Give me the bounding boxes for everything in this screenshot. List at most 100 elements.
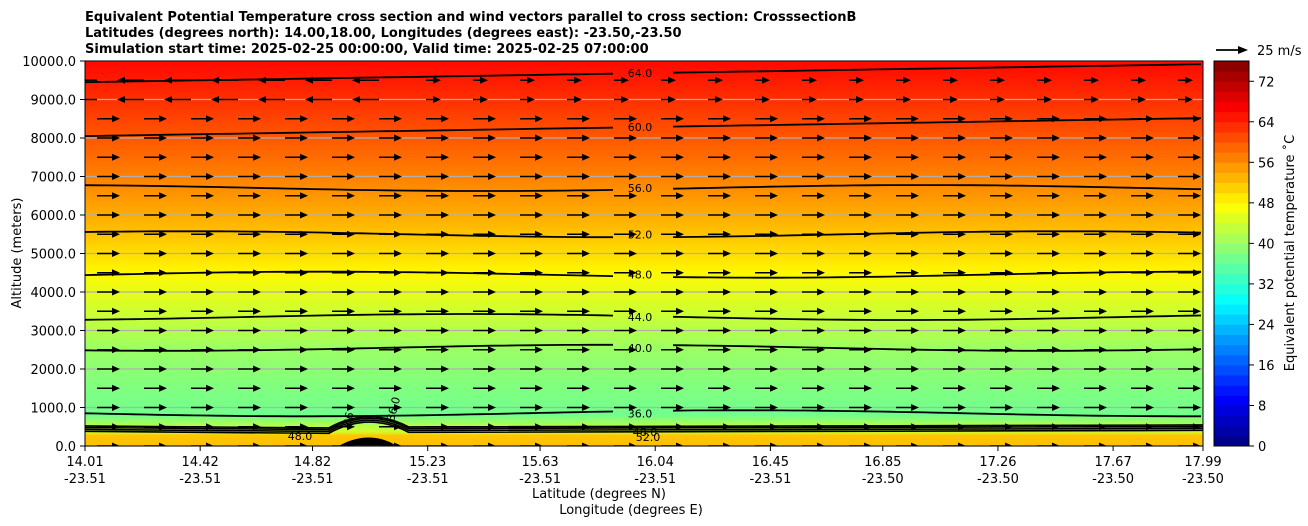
contour-line-60.0 — [85, 117, 1202, 137]
wind-vector — [614, 250, 637, 257]
x-tick-label-lat: 16.85 — [864, 455, 901, 470]
wind-vector — [473, 115, 496, 123]
wind-vector — [802, 307, 825, 315]
colorbar-tick-label: 56 — [1258, 156, 1275, 171]
wind-vector — [1131, 269, 1154, 277]
wind-vector — [708, 115, 731, 123]
wind-vector — [520, 96, 535, 103]
wind-vector — [1084, 307, 1107, 315]
wind-vector — [614, 211, 637, 219]
colorbar: 0 8 16 24 32 40 48 56 64 72 Equivalent potential … — [1213, 60, 1298, 455]
wind-vector — [1178, 327, 1201, 334]
wind-vector — [1131, 250, 1154, 257]
wind-vector — [1131, 173, 1154, 180]
wind-vector — [426, 269, 449, 277]
wind-vector — [802, 76, 817, 84]
wind-vector — [614, 346, 637, 354]
y-tick-label: 8000.0 — [31, 132, 77, 147]
wind-vector — [238, 230, 261, 238]
wind-vector — [520, 192, 543, 200]
wind-vector — [943, 327, 966, 334]
wind-vector — [1037, 307, 1060, 315]
wind-vector — [332, 384, 355, 392]
wind-vector — [426, 115, 449, 123]
wind-vector — [661, 269, 684, 277]
wind-vector — [520, 307, 543, 315]
terrain-bump — [338, 437, 397, 446]
x-axis-label-longitude: Longitude (degrees E) — [559, 503, 703, 518]
wind-vector — [943, 384, 966, 392]
wind-vector — [144, 327, 167, 334]
wind-vector — [990, 269, 1013, 277]
wind-vector — [285, 134, 308, 142]
wind-vector — [144, 192, 167, 200]
y-tick-label: 3000.0 — [31, 325, 77, 340]
wind-vector — [802, 192, 825, 200]
wind-vector — [896, 192, 919, 200]
wind-vector — [520, 327, 543, 334]
wind-vector — [567, 307, 590, 315]
wind-vector — [943, 423, 966, 431]
wind-vector — [849, 365, 872, 373]
colorbar-band — [1214, 334, 1249, 346]
colorbar-band — [1214, 425, 1249, 437]
plot-area: 36.040.044.048.052.056.060.064.048.0 48.0… — [84, 60, 1204, 447]
wind-vector — [755, 404, 778, 411]
x-tick-label-lat: 14.82 — [294, 455, 331, 470]
wind-vector — [943, 250, 966, 257]
wind-vector — [1037, 365, 1060, 373]
wind-vector — [1178, 384, 1201, 392]
wind-vector — [1084, 423, 1107, 431]
wind-vector — [1178, 134, 1201, 142]
wind-vector — [849, 76, 864, 84]
wind-vector — [426, 250, 449, 257]
wind-vector — [97, 134, 120, 142]
wind-vector — [755, 442, 778, 446]
wind-vector — [567, 442, 590, 446]
wind-vector — [238, 423, 261, 431]
wind-vector — [661, 384, 684, 392]
wind-vector — [896, 230, 919, 238]
wind-vector — [802, 384, 825, 392]
wind-vector — [708, 404, 731, 411]
wind-vector — [661, 115, 684, 123]
wind-vector — [1131, 134, 1154, 142]
wind-vector — [614, 384, 637, 392]
wind-vector — [191, 134, 214, 142]
wind-vector — [1178, 423, 1201, 431]
wind-vector — [1084, 115, 1107, 123]
wind-vector — [191, 288, 214, 296]
wind-vector — [708, 230, 731, 238]
colorbar-band — [1214, 212, 1249, 224]
wind-vector — [520, 250, 543, 257]
wind-vector — [708, 423, 731, 431]
x-tick-label-lon: -23.51 — [64, 472, 106, 487]
wind-vector — [802, 346, 825, 354]
wind-vector — [990, 442, 1013, 446]
wind-vector — [1178, 173, 1201, 180]
wind-vector — [708, 327, 731, 334]
wind-vector — [238, 115, 261, 123]
wind-vector — [1131, 115, 1154, 123]
wind-vector — [238, 211, 261, 219]
y-tick-label: 2000.0 — [31, 363, 77, 378]
wind-vector — [1131, 327, 1154, 334]
wind-vector — [379, 404, 402, 411]
x-tick-label-lon: -23.51 — [407, 472, 449, 487]
wind-vector — [990, 76, 1005, 84]
wind-vector — [567, 192, 590, 200]
wind-vector — [567, 269, 590, 277]
y-tick-label: 10000.0 — [22, 55, 76, 70]
wind-vector — [426, 423, 449, 431]
wind-vector — [1131, 384, 1154, 392]
wind-vector — [1037, 134, 1060, 142]
wind-vector — [896, 307, 919, 315]
wind-vector — [661, 288, 684, 296]
wind-vector — [849, 404, 872, 411]
wind-vector — [708, 384, 731, 392]
wind-vector — [896, 346, 919, 354]
wind-vector — [849, 423, 872, 431]
wind-vector — [755, 76, 770, 84]
wind-vector — [1084, 134, 1107, 142]
wind-vector — [379, 307, 402, 315]
